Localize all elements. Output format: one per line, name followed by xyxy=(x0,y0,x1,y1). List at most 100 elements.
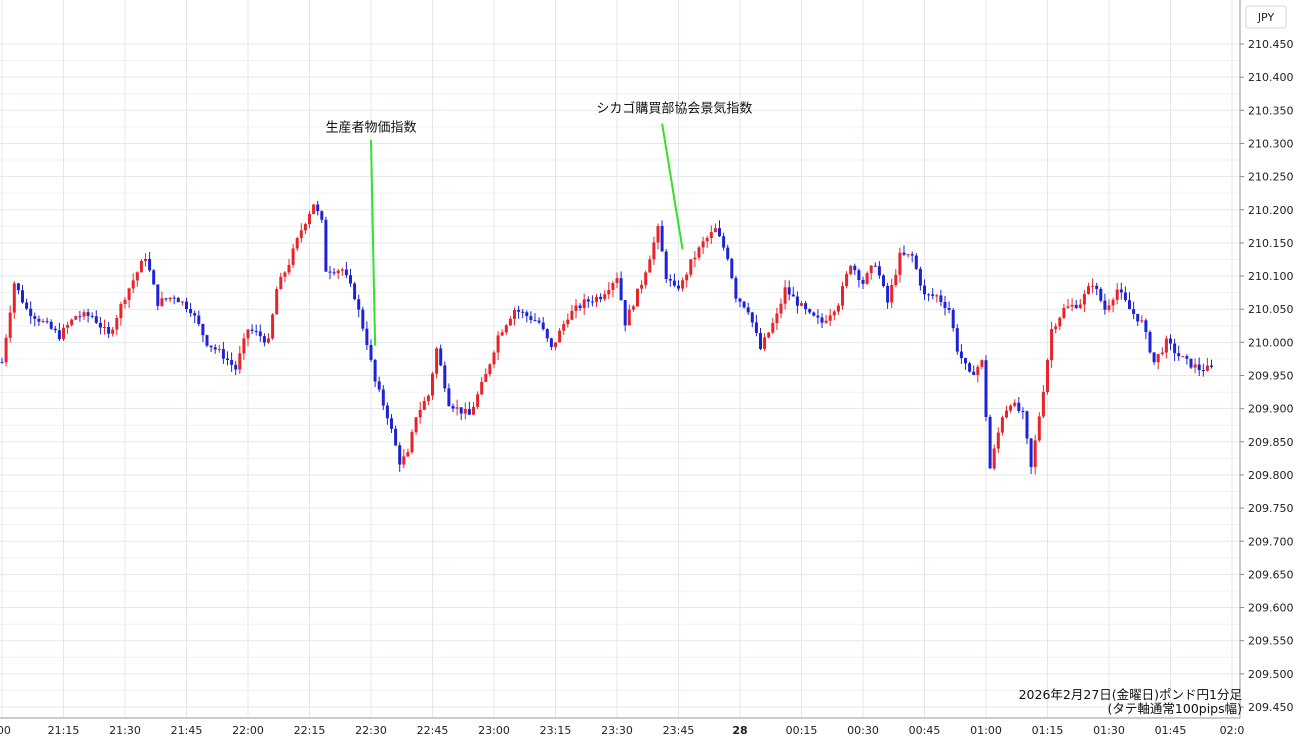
candle-down xyxy=(98,322,102,328)
x-tick-label: 02:0 xyxy=(1220,724,1245,737)
candle-down xyxy=(189,308,193,314)
candle-down xyxy=(955,328,959,352)
event-pointer-line xyxy=(661,123,684,250)
candle-up xyxy=(431,373,434,396)
candle-down xyxy=(590,301,594,303)
candle-down xyxy=(808,309,812,313)
candle-up xyxy=(66,324,70,328)
candle-down xyxy=(1128,300,1131,310)
candle-up xyxy=(283,272,287,277)
candle-down xyxy=(385,405,389,419)
candle-down xyxy=(902,252,906,255)
candle-up xyxy=(508,318,512,326)
candle-down xyxy=(1201,370,1205,372)
candle-up xyxy=(168,297,172,300)
candle-down xyxy=(320,211,324,220)
candle-down xyxy=(972,371,976,375)
candle-down xyxy=(853,265,857,271)
candle-up xyxy=(603,294,607,300)
candle-up xyxy=(4,337,8,363)
y-tick-label: 210.100 xyxy=(1248,270,1294,283)
candle-down xyxy=(25,302,29,309)
candle-down xyxy=(529,316,533,320)
candle-down xyxy=(381,389,385,406)
candle-down xyxy=(226,358,229,361)
candle-up xyxy=(607,289,611,295)
candle-up xyxy=(238,353,242,370)
y-tick-label: 209.800 xyxy=(1248,469,1294,482)
candle-down xyxy=(213,347,217,350)
candle-up xyxy=(312,204,316,214)
candle-down xyxy=(742,301,746,308)
candle-down xyxy=(861,280,865,284)
x-tick-label: 23:45 xyxy=(663,724,695,737)
candle-down xyxy=(1169,338,1172,344)
candle-up xyxy=(119,303,123,319)
candle-up xyxy=(435,348,439,374)
candle-down xyxy=(365,328,369,346)
candle-down xyxy=(447,388,451,406)
candle-up xyxy=(1115,289,1119,300)
candle-down xyxy=(927,294,931,296)
candle-up xyxy=(500,332,504,336)
candle-down xyxy=(1189,358,1193,368)
candle-up xyxy=(890,285,894,303)
candle-down xyxy=(910,254,914,256)
candle-down xyxy=(361,309,365,329)
candle-up xyxy=(422,401,426,410)
y-tick-label: 209.700 xyxy=(1248,535,1294,548)
candle-down xyxy=(959,351,963,359)
candle-up xyxy=(340,269,344,271)
candle-down xyxy=(1177,353,1181,357)
candle-up xyxy=(771,323,775,333)
candle-up xyxy=(1033,440,1037,467)
x-tick-label: :00 xyxy=(0,724,11,737)
y-tick-label: 210.050 xyxy=(1248,303,1294,316)
candle-down xyxy=(545,329,549,339)
x-tick-label: 23:30 xyxy=(601,724,633,737)
candle-down xyxy=(918,268,922,286)
candle-down xyxy=(1173,343,1177,354)
candle-up xyxy=(1111,299,1115,306)
candle-up xyxy=(1005,410,1008,418)
candle-up xyxy=(1054,326,1058,329)
candle-down xyxy=(578,305,582,309)
candle-up xyxy=(455,407,459,409)
y-tick-label: 210.450 xyxy=(1248,38,1294,51)
x-tick-label: 23:00 xyxy=(478,724,510,737)
candle-down xyxy=(791,294,795,297)
candle-down xyxy=(795,296,799,306)
candle-down xyxy=(373,359,377,382)
candle-down xyxy=(734,278,738,299)
candle-up xyxy=(463,409,467,414)
candle-up xyxy=(476,394,480,407)
x-tick-label: 01:15 xyxy=(1032,724,1064,737)
candle-down xyxy=(107,327,111,334)
candle-up xyxy=(160,298,164,306)
candle-down xyxy=(537,320,541,323)
candle-down xyxy=(549,338,553,347)
y-tick-label: 210.250 xyxy=(1248,171,1294,184)
candle-up xyxy=(1140,320,1144,322)
candle-down xyxy=(923,285,926,295)
candle-down xyxy=(459,407,463,414)
candle-down xyxy=(672,280,676,286)
candle-down xyxy=(1210,365,1213,367)
candle-down xyxy=(623,300,627,326)
candle-up xyxy=(570,310,574,320)
candle-up xyxy=(906,254,910,256)
candle-up xyxy=(1046,360,1049,392)
candle-up xyxy=(824,320,828,323)
candle-down xyxy=(1103,300,1107,310)
chart-caption-line1: 2026年2月27日(金曜日)ポンド円1分足 xyxy=(1018,687,1242,702)
candle-up xyxy=(291,248,295,265)
candle-up xyxy=(144,258,147,261)
candle-up xyxy=(1066,306,1070,308)
candle-up xyxy=(127,288,131,300)
candle-up xyxy=(996,432,1000,449)
candle-up xyxy=(697,247,701,258)
candle-up xyxy=(869,265,873,274)
candle-down xyxy=(1021,411,1025,413)
x-tick-label: 00:15 xyxy=(786,724,818,737)
